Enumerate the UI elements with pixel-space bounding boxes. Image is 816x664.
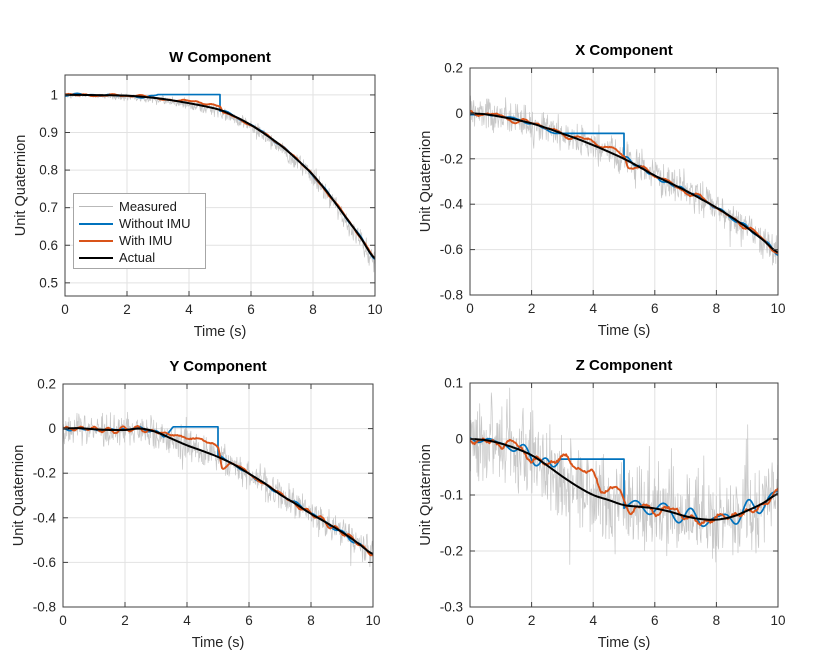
x-tick-label: 2 — [528, 613, 536, 628]
y-tick-label: -0.2 — [440, 544, 463, 559]
series-actual-line — [65, 93, 375, 260]
chart-z-component: 0 2 4 6 8 10 -0.3 -0.2 -0.1 0 0.1 Z Component Time (… — [418, 357, 786, 651]
series-without-imu-line — [470, 436, 778, 528]
legend-line-without-imu — [79, 222, 113, 225]
series-actual-line — [470, 112, 778, 254]
legend-label-measured: Measured — [119, 199, 177, 214]
y-tick-label: 0.5 — [39, 275, 58, 290]
chart-title: X Component — [575, 42, 673, 59]
legend-label-actual: Actual — [119, 250, 156, 265]
x-tick-label: 8 — [307, 613, 315, 628]
series-area — [63, 411, 373, 568]
x-tick-label: 0 — [466, 613, 474, 628]
y-tick-label: -0.4 — [33, 510, 57, 525]
y-tick-label: 0.8 — [39, 163, 58, 178]
x-tick-label: 6 — [245, 613, 253, 628]
x-axis-label: Time (s) — [598, 323, 651, 339]
y-tick-label: 1 — [50, 87, 58, 102]
legend-label-with-imu: With IMU — [119, 233, 173, 248]
axes-box — [469, 67, 779, 296]
y-tick-label: 0 — [455, 432, 463, 447]
legend-entry-actual: Actual — [74, 249, 205, 266]
y-axis-label: Unit Quaternion — [13, 135, 29, 237]
legend-line-actual — [79, 256, 113, 259]
x-tick-label: 8 — [309, 302, 317, 317]
y-tick-label: -0.4 — [440, 197, 464, 212]
axes-box — [64, 74, 376, 297]
y-tick-label: 0.9 — [39, 125, 58, 140]
chart-y-component: 0 2 4 6 8 10 -0.8 -0.6 -0.4 -0.2 0 0.2 Y Component Ti… — [11, 358, 381, 651]
series-without-imu-line — [63, 425, 373, 555]
x-tick-label: 4 — [185, 302, 193, 317]
x-tick-label: 0 — [59, 613, 67, 628]
legend-entry-without-imu: Without IMU — [74, 215, 205, 232]
legend-line-with-imu — [79, 239, 113, 242]
x-tick-label: 10 — [367, 302, 382, 317]
y-axis-label: Unit Quaternion — [418, 131, 434, 233]
chart-title: Y Component — [169, 358, 266, 375]
legend-label-without-imu: Without IMU — [119, 216, 191, 231]
chart-x-component: 0 2 4 6 8 10 -0.8 -0.6 -0.4 -0.2 0 0.2 X Component Ti… — [418, 42, 786, 339]
y-tick-label: 0.7 — [39, 200, 58, 215]
y-tick-label: -0.2 — [440, 151, 463, 166]
x-tick-label: 10 — [365, 613, 380, 628]
y-tick-label: -0.8 — [33, 600, 56, 615]
series-actual-line — [470, 438, 778, 521]
legend-entry-with-imu: With IMU — [74, 232, 205, 249]
x-tick-label: 6 — [651, 301, 659, 316]
series-with-imu-line — [470, 109, 778, 255]
y-tick-label: -0.3 — [440, 600, 463, 615]
chart-title: W Component — [169, 49, 271, 66]
x-tick-label: 10 — [770, 613, 785, 628]
axes-box — [62, 383, 374, 608]
y-tick-label: 0 — [48, 421, 56, 436]
legend-entry-measured: Measured — [74, 198, 205, 215]
x-tick-label: 10 — [770, 301, 785, 316]
series-with-imu-line — [63, 425, 373, 557]
x-tick-label: 0 — [466, 301, 474, 316]
x-tick-label: 2 — [121, 613, 129, 628]
x-axis-label: Time (s) — [194, 324, 247, 340]
y-tick-label: 0 — [455, 106, 463, 121]
x-axis-label: Time (s) — [192, 635, 245, 651]
series-area — [470, 95, 778, 266]
series-without-imu-line — [470, 113, 778, 256]
x-tick-label: 8 — [713, 301, 721, 316]
y-tick-label: 0.1 — [444, 376, 463, 391]
chart-title: Z Component — [576, 357, 673, 374]
y-tick-label: -0.2 — [33, 466, 56, 481]
y-tick-label: -0.8 — [440, 288, 463, 303]
x-tick-label: 8 — [713, 613, 721, 628]
x-tick-label: 4 — [589, 613, 597, 628]
x-tick-label: 6 — [651, 613, 659, 628]
y-tick-label: 0.2 — [37, 377, 56, 392]
series-area — [470, 387, 778, 565]
x-tick-label: 4 — [183, 613, 191, 628]
legend: Measured Without IMU With IMU Actual — [73, 193, 206, 269]
x-tick-label: 2 — [528, 301, 536, 316]
x-tick-label: 4 — [589, 301, 597, 316]
x-tick-label: 0 — [61, 302, 69, 317]
y-axis-label: Unit Quaternion — [418, 444, 434, 546]
y-tick-label: -0.1 — [440, 488, 463, 503]
series-actual-line — [63, 427, 373, 555]
legend-line-measured — [79, 206, 113, 207]
y-tick-label: 0.6 — [39, 238, 58, 253]
x-axis-label: Time (s) — [598, 635, 651, 651]
x-tick-label: 6 — [247, 302, 255, 317]
y-tick-label: -0.6 — [440, 242, 463, 257]
y-tick-label: 0.2 — [444, 61, 463, 76]
series-measured-line — [470, 95, 778, 266]
y-axis-label: Unit Quaternion — [11, 445, 27, 547]
series-area — [65, 92, 375, 273]
x-tick-label: 2 — [123, 302, 131, 317]
y-tick-label: -0.6 — [33, 555, 56, 570]
